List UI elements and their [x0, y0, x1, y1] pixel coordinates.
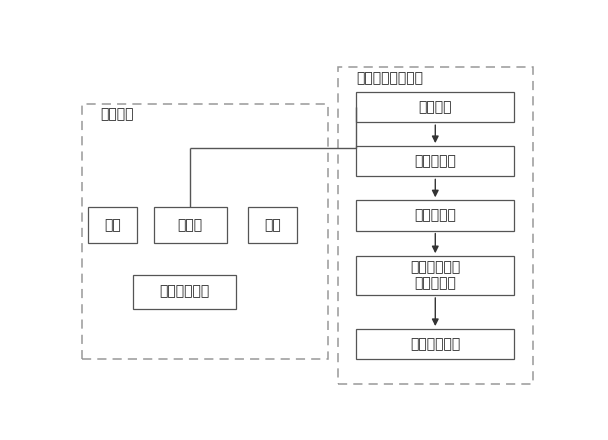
Bar [356, 200, 514, 231]
Bar [356, 146, 514, 176]
Bar [81, 103, 328, 359]
Text: 统计输出模块: 统计输出模块 [410, 337, 460, 351]
Bar [88, 207, 137, 242]
Bar [248, 207, 297, 242]
Bar [356, 256, 514, 295]
Text: 光源: 光源 [104, 218, 121, 232]
Bar [133, 275, 236, 308]
Text: 光源: 光源 [264, 218, 281, 232]
Text: 泥沙颜粒样品: 泥沙颜粒样品 [159, 285, 210, 299]
Bar [356, 329, 514, 359]
Text: 泥沙颜粒分析系统: 泥沙颜粒分析系统 [356, 71, 423, 85]
Bar [154, 207, 227, 242]
Text: 边缘检测及轮
廓提取模块: 边缘检测及轮 廓提取模块 [410, 260, 460, 291]
Text: 采集筱体: 采集筱体 [100, 107, 134, 121]
Text: 摄像机: 摄像机 [178, 218, 203, 232]
Text: 输入模块: 输入模块 [418, 100, 452, 114]
Bar [337, 67, 533, 384]
Bar [356, 92, 514, 122]
Text: 二値化模块: 二値化模块 [415, 209, 456, 223]
Text: 预处理模块: 预处理模块 [415, 154, 456, 168]
